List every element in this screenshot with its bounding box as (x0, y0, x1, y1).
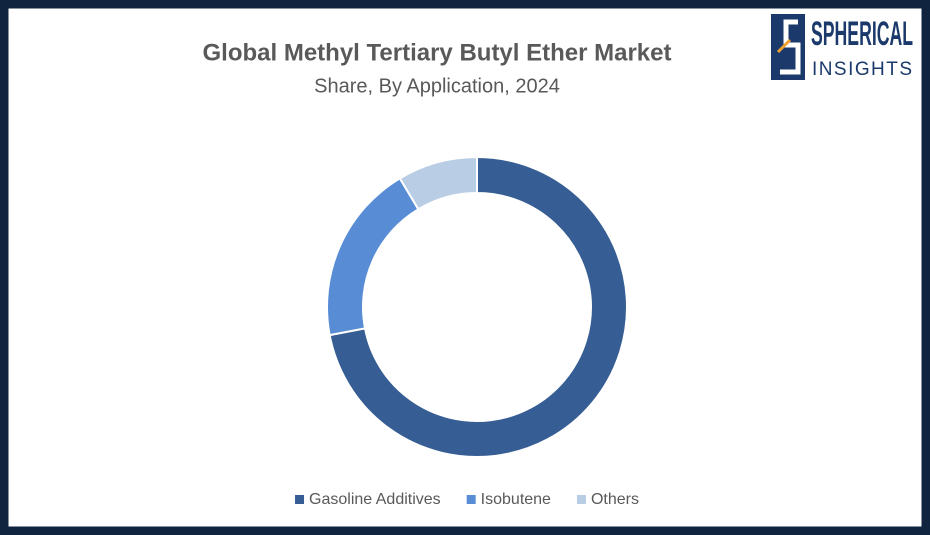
legend-label: Gasoline Additives (309, 491, 441, 508)
logo-line2: INSIGHTS (812, 59, 912, 80)
legend-swatch (466, 495, 476, 504)
logo-accent (776, 38, 792, 54)
legend-swatch (576, 495, 586, 504)
logo-line1: SPHERICAL (811, 15, 913, 53)
logo-glyph (780, 19, 801, 75)
chart-title: Global Methyl Tertiary Butyl Ether Marke… (203, 39, 672, 66)
legend-label: Others (591, 491, 639, 508)
legend-label: Isobutene (481, 491, 551, 508)
donut-segment (328, 155, 628, 458)
donut-segment (398, 155, 478, 211)
chart-subtitle: Share, By Application, 2024 (314, 75, 560, 97)
legend-swatch (295, 495, 305, 504)
logo: SPHERICAL INSIGHTS (771, 14, 913, 80)
